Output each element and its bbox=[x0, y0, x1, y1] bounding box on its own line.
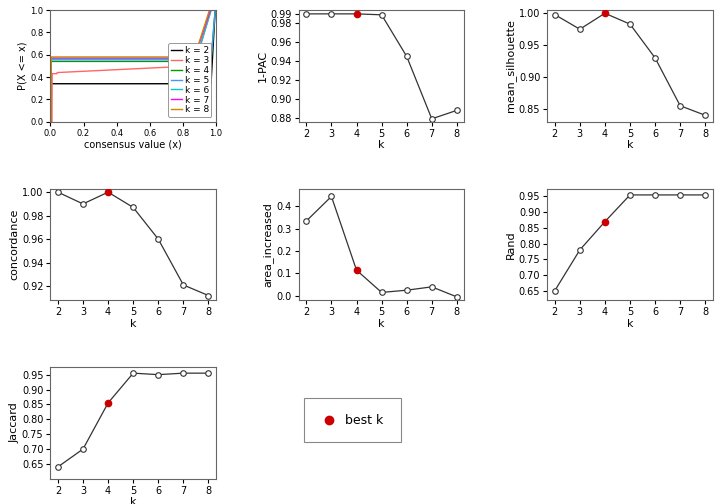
Y-axis label: 1-PAC: 1-PAC bbox=[258, 50, 268, 82]
X-axis label: k: k bbox=[626, 319, 634, 329]
X-axis label: k: k bbox=[130, 319, 137, 329]
Y-axis label: concordance: concordance bbox=[9, 209, 19, 280]
X-axis label: consensus value (x): consensus value (x) bbox=[84, 139, 182, 149]
FancyBboxPatch shape bbox=[304, 399, 402, 442]
X-axis label: k: k bbox=[378, 140, 385, 150]
Y-axis label: mean_silhouette: mean_silhouette bbox=[505, 20, 516, 112]
Y-axis label: area_increased: area_increased bbox=[263, 202, 274, 287]
Y-axis label: Rand: Rand bbox=[506, 230, 516, 259]
Y-axis label: P(X <= x): P(X <= x) bbox=[17, 42, 27, 90]
X-axis label: k: k bbox=[378, 319, 385, 329]
X-axis label: k: k bbox=[626, 140, 634, 150]
X-axis label: k: k bbox=[130, 497, 137, 504]
Y-axis label: Jaccard: Jaccard bbox=[9, 403, 19, 444]
Text: best k: best k bbox=[345, 414, 384, 427]
Legend: k = 2, k = 3, k = 4, k = 5, k = 6, k = 7, k = 8: k = 2, k = 3, k = 4, k = 5, k = 6, k = 7… bbox=[168, 43, 212, 117]
